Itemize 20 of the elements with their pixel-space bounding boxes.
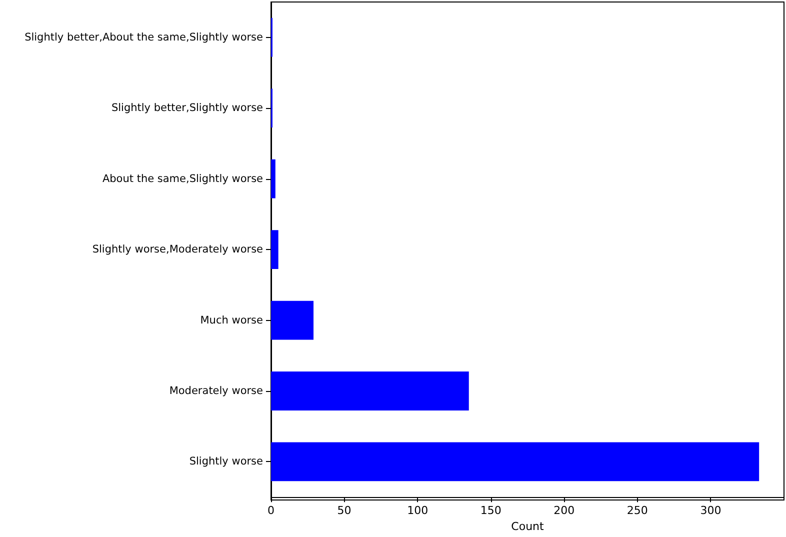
- y-tick-label: Slightly worse,Moderately worse: [92, 244, 263, 256]
- y-tick-label: Much worse: [200, 314, 263, 326]
- x-tick-label: 300: [700, 504, 722, 518]
- y-tick-label: Slightly worse: [189, 456, 263, 468]
- x-tick-label: 200: [554, 504, 575, 518]
- y-tick-label: Moderately worse: [169, 385, 263, 398]
- y-tick-label: Slightly better,About the same,Slightly worse: [24, 31, 263, 44]
- bar: [271, 300, 314, 340]
- bar: [271, 230, 278, 269]
- bar: [271, 372, 469, 410]
- x-axis-title: Count: [511, 520, 545, 533]
- x-tick-label: 250: [626, 504, 648, 518]
- bar: [271, 442, 760, 482]
- x-tick-label: 150: [480, 504, 502, 518]
- x-tick-label: 100: [407, 504, 428, 518]
- x-tick-label: 0: [268, 504, 274, 518]
- x-tick-label: 50: [337, 504, 352, 518]
- y-tick-label: Slightly better,Slightly worse: [111, 102, 263, 114]
- y-tick-label: About the same,Slightly worse: [102, 172, 263, 185]
- bar: [271, 159, 276, 198]
